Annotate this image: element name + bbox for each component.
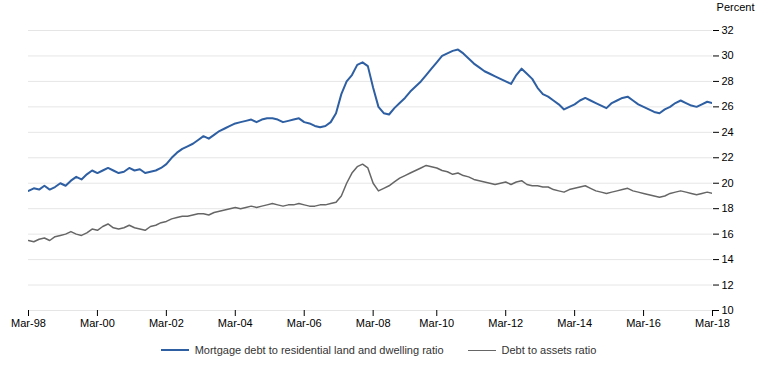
svg-text:32: 32	[722, 24, 734, 36]
svg-text:30: 30	[722, 49, 734, 61]
svg-text:Percent: Percent	[717, 1, 755, 13]
svg-text:Mar-14: Mar-14	[557, 317, 592, 329]
svg-text:16: 16	[722, 228, 734, 240]
svg-text:Mar-12: Mar-12	[488, 317, 523, 329]
svg-text:Mar-08: Mar-08	[356, 317, 391, 329]
svg-text:20: 20	[722, 177, 734, 189]
svg-text:12: 12	[722, 279, 734, 291]
html-text:Debt to assets ratio: Debt to assets ratio	[501, 344, 597, 356]
svg-text:Mar-04: Mar-04	[218, 317, 253, 329]
html-text:Mortgage debt to residential l: Mortgage debt to residential land and dw…	[194, 344, 444, 356]
svg-text:Mar-00: Mar-00	[80, 317, 115, 329]
svg-text:Mar-18: Mar-18	[695, 317, 730, 329]
svg-text:10: 10	[722, 304, 734, 316]
svg-text:18: 18	[722, 202, 734, 214]
svg-text:14: 14	[722, 253, 734, 265]
svg-text:22: 22	[722, 151, 734, 163]
svg-text:28: 28	[722, 75, 734, 87]
svg-text:26: 26	[722, 100, 734, 112]
svg-text:Mar-02: Mar-02	[149, 317, 184, 329]
svg-text:24: 24	[722, 126, 734, 138]
svg-text:Mar-10: Mar-10	[419, 317, 454, 329]
svg-text:Mar-16: Mar-16	[626, 317, 661, 329]
svg-text:Mar-98: Mar-98	[11, 317, 46, 329]
svg-text:Mar-06: Mar-06	[287, 317, 322, 329]
